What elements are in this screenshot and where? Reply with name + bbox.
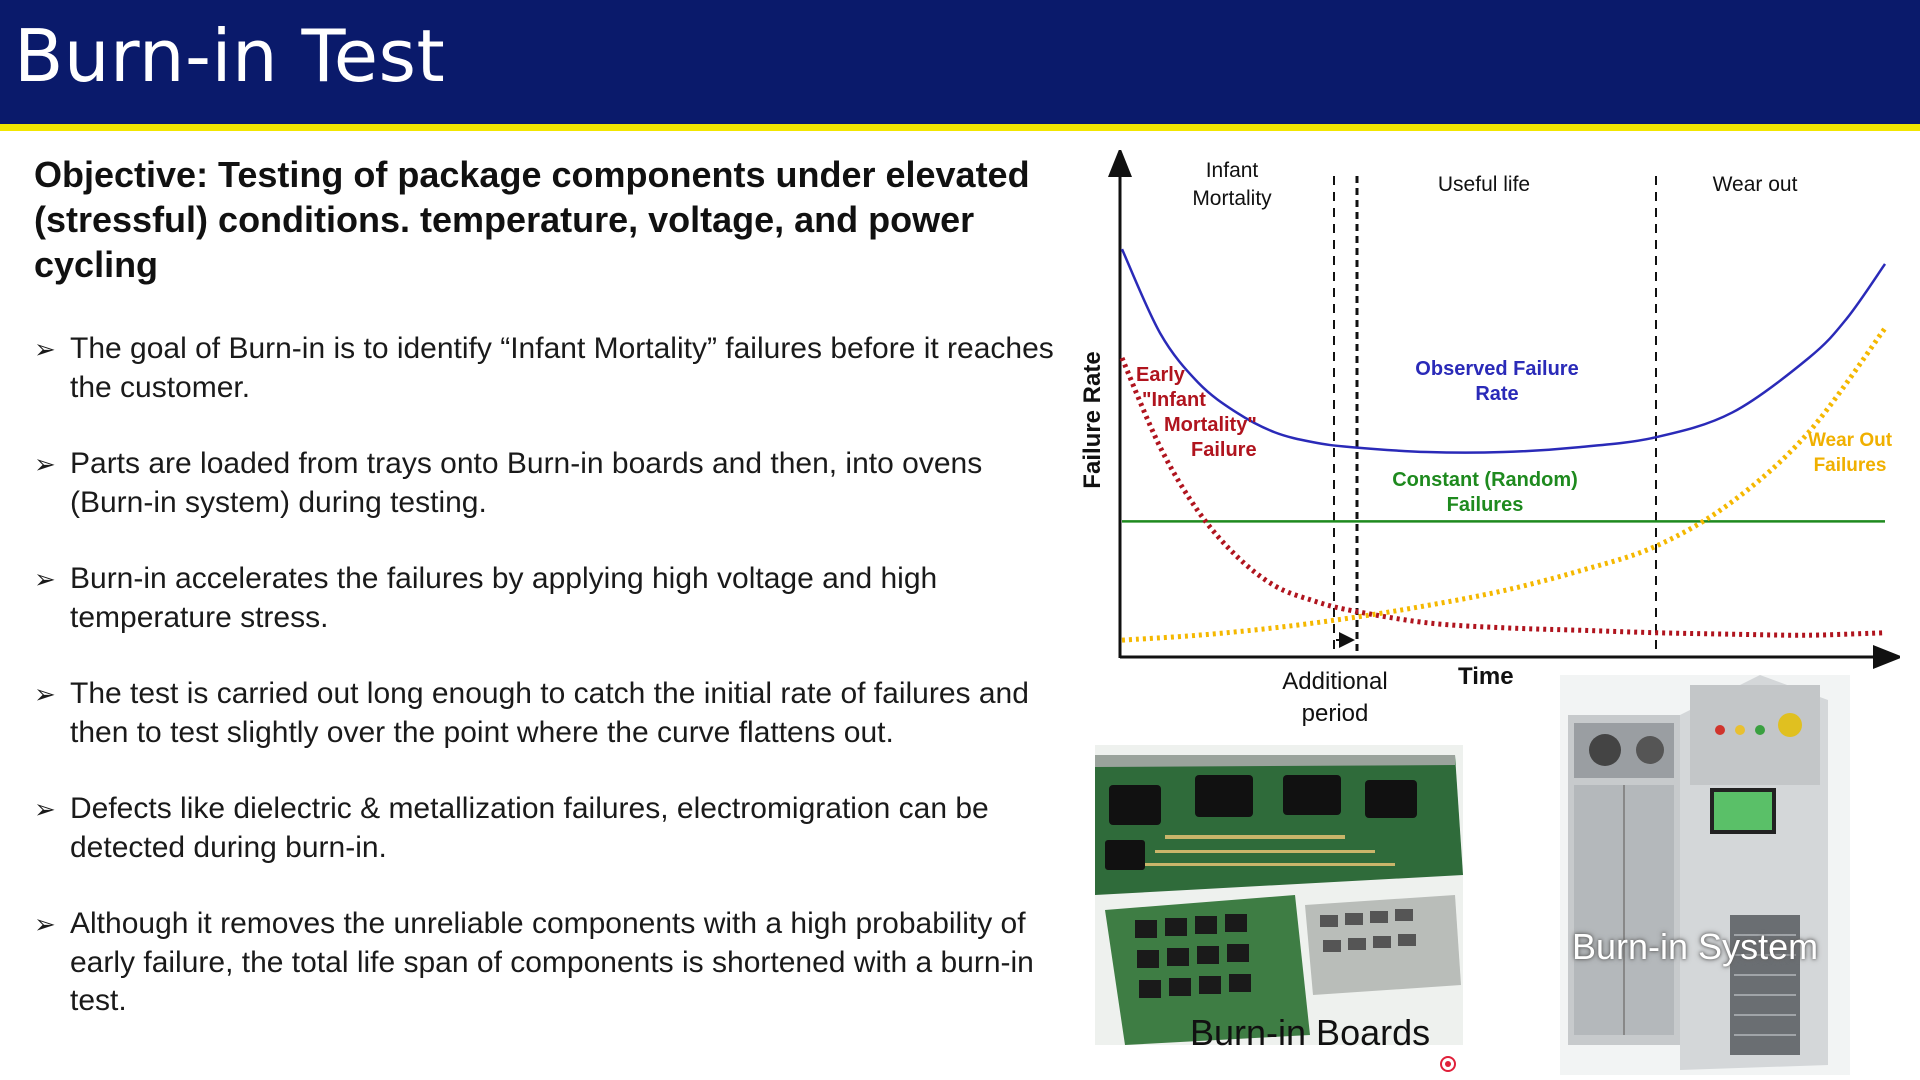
- wearout-series-label: Wear Out: [1808, 430, 1893, 451]
- objective-text: Objective: Testing of package components…: [34, 154, 1030, 285]
- bullet-list: ➢ The goal of Burn-in is to identify “Inf…: [34, 330, 1064, 1059]
- arrow-bullet-icon: ➢: [34, 909, 56, 939]
- observed-series-label: Observed Failure: [1415, 358, 1578, 380]
- additional-period-label: period: [1302, 700, 1369, 727]
- constant-series-label: Constant (Random): [1392, 469, 1578, 491]
- wear-out-failures-line: [1121, 326, 1888, 643]
- title-bar: Burn-in Test: [0, 0, 1920, 124]
- observed-failure-rate-line: [1120, 248, 1887, 454]
- wearout-series-label: Failures: [1814, 455, 1887, 476]
- bullet-item: ➢ Although it removes the unreliable comp…: [34, 905, 1064, 1021]
- constant-series-label: Failures: [1447, 494, 1524, 516]
- bullet-text: Defects like dielectric & metallization …: [70, 792, 989, 864]
- bullet-item: ➢ Burn-in accelerates the failures by app…: [34, 560, 1064, 637]
- arrow-bullet-icon: ➢: [34, 794, 56, 824]
- burn-in-system-illustration: [1560, 675, 1850, 1075]
- arrow-bullet-icon: ➢: [34, 334, 56, 364]
- region-useful-label: Useful life: [1438, 173, 1530, 196]
- burn-in-system-photo: [1560, 675, 1850, 1075]
- bullet-text: The test is carried out long enough to c…: [70, 677, 1029, 749]
- bullet-item: ➢ The test is carried out long enough to …: [34, 675, 1064, 752]
- x-axis-label: Time: [1458, 663, 1514, 690]
- y-axis-label: Failure Rate: [1079, 351, 1106, 488]
- bullet-item: ➢ The goal of Burn-in is to identify “Inf…: [34, 330, 1064, 407]
- region-infant-label: Mortality: [1192, 187, 1272, 210]
- bullet-text: The goal of Burn-in is to identify “Infa…: [70, 332, 1054, 404]
- burn-in-system-label: Burn-in System: [1572, 926, 1819, 967]
- bullet-text: Parts are loaded from trays onto Burn-in…: [70, 447, 983, 519]
- burn-in-boards-photo: [1095, 745, 1463, 1045]
- arrow-bullet-icon: ➢: [34, 564, 56, 594]
- region-infant-label: Infant: [1206, 159, 1259, 182]
- title-underline: [0, 124, 1920, 131]
- infant-series-label: Mortality": [1164, 414, 1257, 436]
- bullet-text: Although it removes the unreliable compo…: [70, 907, 1034, 1017]
- burn-in-boards-illustration: [1095, 745, 1463, 1045]
- observed-series-label: Rate: [1475, 383, 1518, 405]
- arrow-bullet-icon: ➢: [34, 679, 56, 709]
- bathtub-curve-chart: Failure Rate Time Infant Mortality Usefu…: [1079, 150, 1900, 727]
- additional-period-label: Additional: [1282, 668, 1387, 695]
- pointer-cursor: [1440, 1056, 1456, 1072]
- infant-series-label: "Infant: [1142, 389, 1206, 411]
- arrow-bullet-icon: ➢: [34, 449, 56, 479]
- burn-in-boards-label: Burn-in Boards: [1190, 1012, 1431, 1053]
- region-wearout-label: Wear out: [1713, 173, 1798, 196]
- bullet-item: ➢ Defects like dielectric & metallization…: [34, 790, 1064, 867]
- infant-series-label: Early: [1136, 364, 1186, 386]
- slide-title: Burn-in Test: [14, 14, 446, 98]
- infant-series-label: Failure: [1191, 439, 1257, 461]
- bullet-text: Burn-in accelerates the failures by appl…: [70, 562, 938, 634]
- bullet-item: ➢ Parts are loaded from trays onto Burn-i…: [34, 445, 1064, 522]
